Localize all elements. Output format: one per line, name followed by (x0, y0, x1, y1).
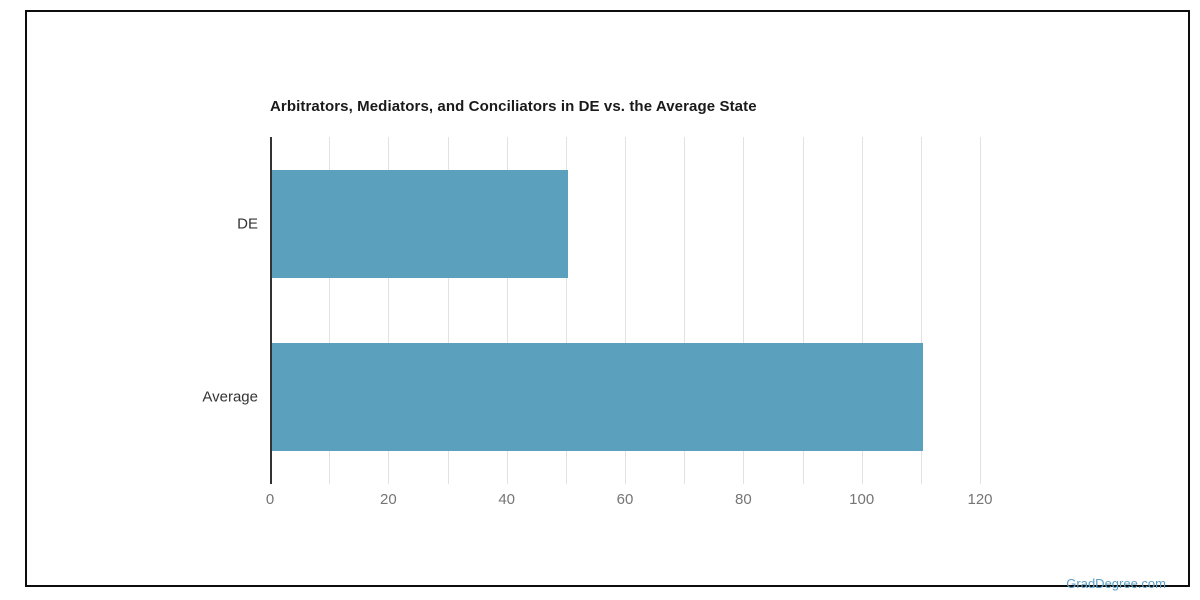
bar-average (272, 343, 923, 452)
x-tick-label: 0 (265, 491, 275, 508)
x-tick-label: 100 (849, 491, 875, 508)
gridline (329, 137, 331, 484)
watermark-link[interactable]: GradDegree.com (1066, 576, 1166, 591)
x-tick-label: 20 (379, 491, 397, 508)
category-label: DE (237, 215, 258, 233)
chart-title: Arbitrators, Mediators, and Conciliators… (270, 98, 757, 115)
gridline (684, 137, 686, 484)
gridline (625, 137, 626, 484)
x-tick-label: 120 (967, 491, 993, 508)
gridline (565, 137, 567, 484)
gridline (447, 137, 449, 484)
category-axis: DE Average (27, 137, 258, 484)
gridline (980, 137, 981, 484)
gridline (802, 137, 804, 484)
plot-area (270, 137, 981, 484)
value-axis: 0 20 40 60 80 100 120 (266, 491, 993, 511)
x-tick-label: 40 (498, 491, 515, 508)
chart-frame: Arbitrators, Mediators, and Conciliators… (25, 10, 1190, 591)
x-tick-label: 60 (616, 491, 634, 508)
bar-de (272, 169, 568, 278)
category-label: Average (202, 388, 258, 406)
x-tick-label: 80 (734, 491, 752, 508)
y-axis-line (270, 137, 272, 484)
gridline (388, 137, 390, 484)
gridline (920, 137, 922, 484)
gridline (506, 137, 508, 484)
gridline (743, 137, 745, 484)
gridline (861, 137, 863, 484)
